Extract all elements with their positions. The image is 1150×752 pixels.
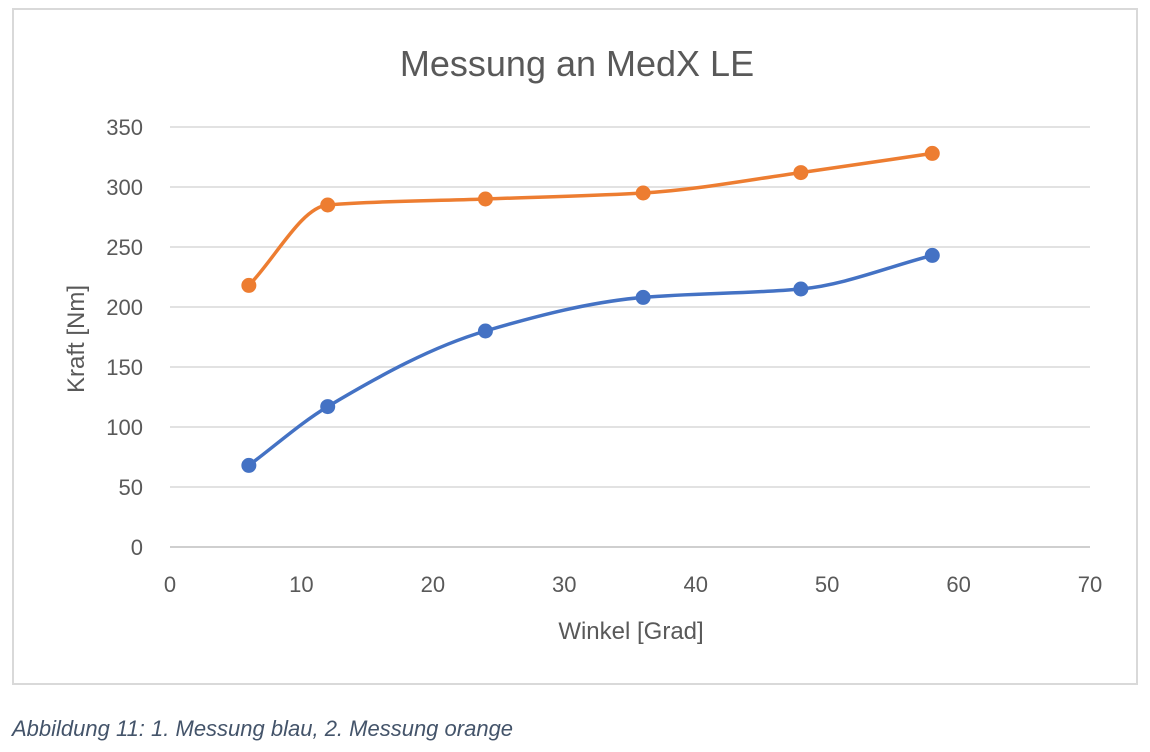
x-tick-label: 40 <box>683 572 707 597</box>
y-tick-label: 50 <box>119 475 143 500</box>
data-point <box>477 323 493 339</box>
y-tick-label: 300 <box>106 175 143 200</box>
x-tick-label: 70 <box>1078 572 1102 597</box>
y-tick-label: 100 <box>106 415 143 440</box>
y-tick-label: 200 <box>106 295 143 320</box>
x-tick-label: 0 <box>164 572 176 597</box>
y-tick-label: 150 <box>106 355 143 380</box>
y-tick-label: 0 <box>131 535 143 560</box>
x-axis-title: Winkel [Grad] <box>558 618 703 645</box>
data-point <box>320 399 336 415</box>
series-line <box>247 253 935 468</box>
x-axis-tick-labels: 0 10 20 30 40 50 60 70 <box>164 572 1102 597</box>
y-axis-title: Kraft [Nm] <box>63 285 90 393</box>
data-point <box>241 277 257 293</box>
data-point <box>793 281 809 297</box>
data-point <box>477 191 493 207</box>
data-point <box>635 185 651 201</box>
y-tick-label: 250 <box>106 235 143 260</box>
data-point <box>924 145 940 161</box>
x-tick-label: 60 <box>946 572 970 597</box>
x-tick-label: 10 <box>289 572 313 597</box>
series-line <box>247 151 935 288</box>
gridlines <box>170 126 1090 548</box>
x-tick-label: 20 <box>421 572 445 597</box>
chart-title: Messung an MedX LE <box>400 43 754 84</box>
data-point <box>241 457 257 473</box>
data-series <box>241 145 940 473</box>
line-chart: Messung an MedX LE 050100150200250300350… <box>63 43 1102 645</box>
data-point <box>320 197 336 213</box>
data-point <box>635 289 651 305</box>
data-point <box>793 165 809 181</box>
y-axis-tick-labels: 0 50 100 150 200 250 300 350 <box>106 115 143 560</box>
series-2 <box>241 145 940 293</box>
x-tick-label: 50 <box>815 572 839 597</box>
chart-area: Messung an MedX LE 0 50 100 150 200 250 300 350… <box>12 8 1138 685</box>
y-tick-label: 350 <box>106 115 143 140</box>
figure-caption: Abbildung 11: 1. Messung blau, 2. Messun… <box>12 716 514 741</box>
data-point <box>924 247 940 263</box>
x-tick-label: 30 <box>552 572 576 597</box>
series-1 <box>241 247 940 473</box>
